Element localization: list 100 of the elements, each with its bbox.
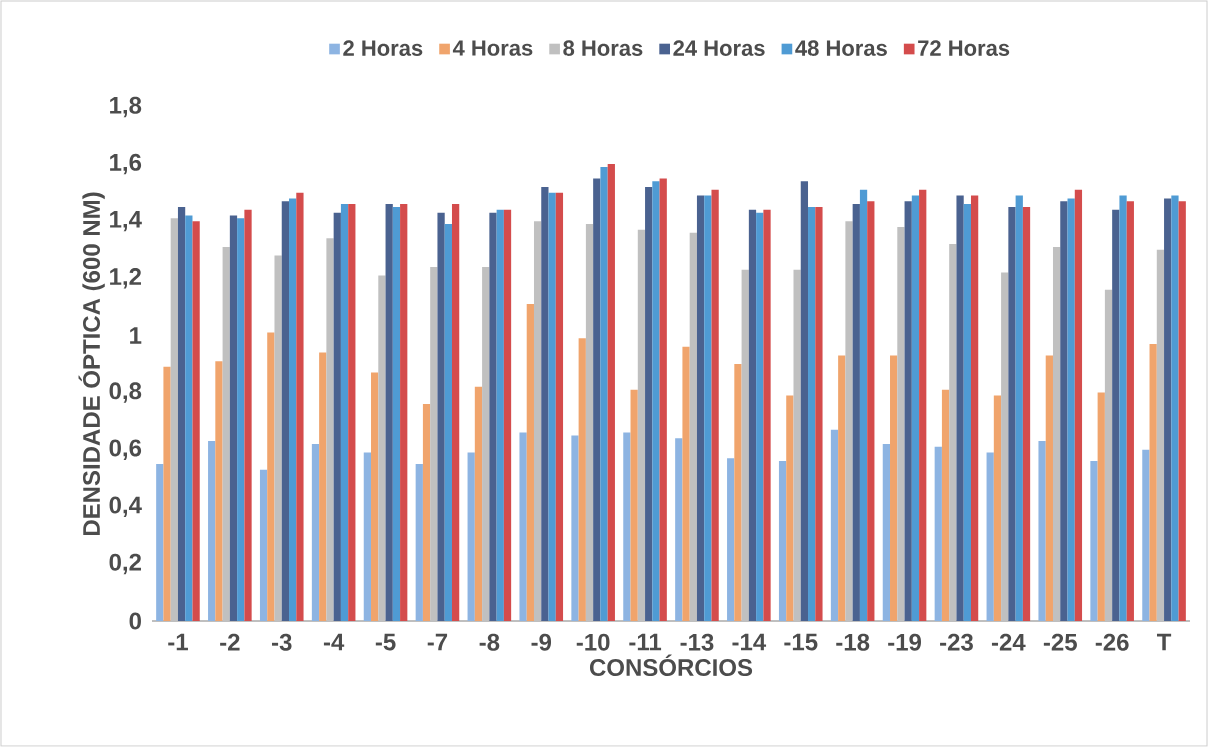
bar <box>970 195 979 621</box>
y-tick-label: 1 <box>130 327 142 344</box>
bar <box>630 389 638 621</box>
bar <box>1178 201 1186 621</box>
bar <box>1164 198 1172 621</box>
legend-label: 48 Horas <box>795 40 887 56</box>
bar <box>296 192 304 621</box>
bar <box>185 215 193 621</box>
x-tick-label: -19 <box>888 633 922 651</box>
legend-label: 72 Horas <box>918 40 1010 56</box>
bar <box>882 443 891 621</box>
bar <box>555 192 564 621</box>
bar <box>941 389 950 621</box>
bar <box>156 463 164 621</box>
bar <box>711 189 719 621</box>
bar <box>778 461 787 621</box>
bar <box>1126 201 1134 621</box>
bar <box>503 209 512 621</box>
x-tick-label: -11 <box>629 633 662 651</box>
bar <box>645 186 653 621</box>
bar <box>319 352 327 621</box>
bar <box>267 332 275 621</box>
y-tick-label: 0,6 <box>109 439 142 460</box>
bar <box>371 372 379 621</box>
bar <box>578 338 586 621</box>
bar <box>311 443 320 621</box>
bar <box>600 166 608 621</box>
bar <box>415 463 423 621</box>
bar <box>911 195 920 621</box>
bar <box>1149 344 1157 621</box>
bar <box>496 209 504 621</box>
y-tick-label: 1,8 <box>110 96 142 118</box>
bar <box>1038 441 1046 621</box>
bar <box>163 366 171 621</box>
x-tick-label: -24 <box>991 633 1026 651</box>
bar <box>1045 355 1053 621</box>
bar <box>986 452 994 621</box>
bar <box>289 198 297 621</box>
x-tick-label: -2 <box>220 633 240 651</box>
x-tick-label: -3 <box>272 633 292 651</box>
bar <box>867 201 875 621</box>
bar <box>237 218 245 621</box>
bar <box>838 355 846 621</box>
bar <box>451 204 460 621</box>
bar <box>890 355 898 621</box>
bar <box>526 304 534 621</box>
bar <box>1097 392 1105 621</box>
bar <box>593 178 601 621</box>
bar <box>1060 201 1068 621</box>
y-tick-label: 0,4 <box>109 496 142 518</box>
y-axis-title: DENSIDADE ÓPTICA (600 NM) <box>78 192 105 536</box>
bar <box>800 181 809 621</box>
bar <box>704 195 712 621</box>
bar <box>1090 461 1098 621</box>
bar <box>1074 189 1083 621</box>
x-tick-label: -23 <box>940 633 973 651</box>
bar <box>1112 209 1120 621</box>
bar <box>1022 206 1031 621</box>
bar <box>815 206 823 621</box>
y-tick-label: 0,8 <box>109 382 142 403</box>
x-tick-label: -18 <box>836 633 870 651</box>
x-axis-title: CONSÓRCIOS <box>589 654 753 677</box>
bar <box>748 209 757 621</box>
x-tick-label: -14 <box>732 633 767 651</box>
x-tick-label: -4 <box>323 633 345 651</box>
bar <box>519 432 527 621</box>
legend-label: 2 Horas <box>343 40 423 56</box>
bar <box>859 189 868 621</box>
bar <box>541 186 549 621</box>
bar <box>696 195 705 621</box>
bar <box>682 346 690 621</box>
bar <box>763 209 771 621</box>
bar <box>281 201 290 621</box>
bar <box>215 361 223 621</box>
bar <box>904 201 912 621</box>
bar <box>192 221 200 621</box>
bar <box>1015 195 1023 621</box>
bar <box>474 386 483 621</box>
bar <box>392 206 401 621</box>
bar <box>437 212 445 621</box>
bar <box>385 204 393 621</box>
bar <box>786 395 794 621</box>
bar <box>1171 195 1179 621</box>
bar <box>756 212 764 621</box>
legend-label: 24 Horas <box>673 40 765 56</box>
bar <box>607 164 615 621</box>
y-tick-label: 1,2 <box>110 268 141 289</box>
bar <box>993 395 1002 621</box>
legend-label: 4 Horas <box>452 40 533 56</box>
bar <box>400 204 408 621</box>
bar <box>830 429 839 621</box>
bar <box>956 195 964 621</box>
bar <box>1142 449 1150 621</box>
bar <box>244 209 252 621</box>
bar <box>652 181 660 621</box>
y-tick-label: 0 <box>129 612 141 630</box>
bar <box>259 469 268 621</box>
bar <box>734 364 742 621</box>
x-tick-label: -25 <box>1043 633 1077 651</box>
bar <box>571 435 579 621</box>
